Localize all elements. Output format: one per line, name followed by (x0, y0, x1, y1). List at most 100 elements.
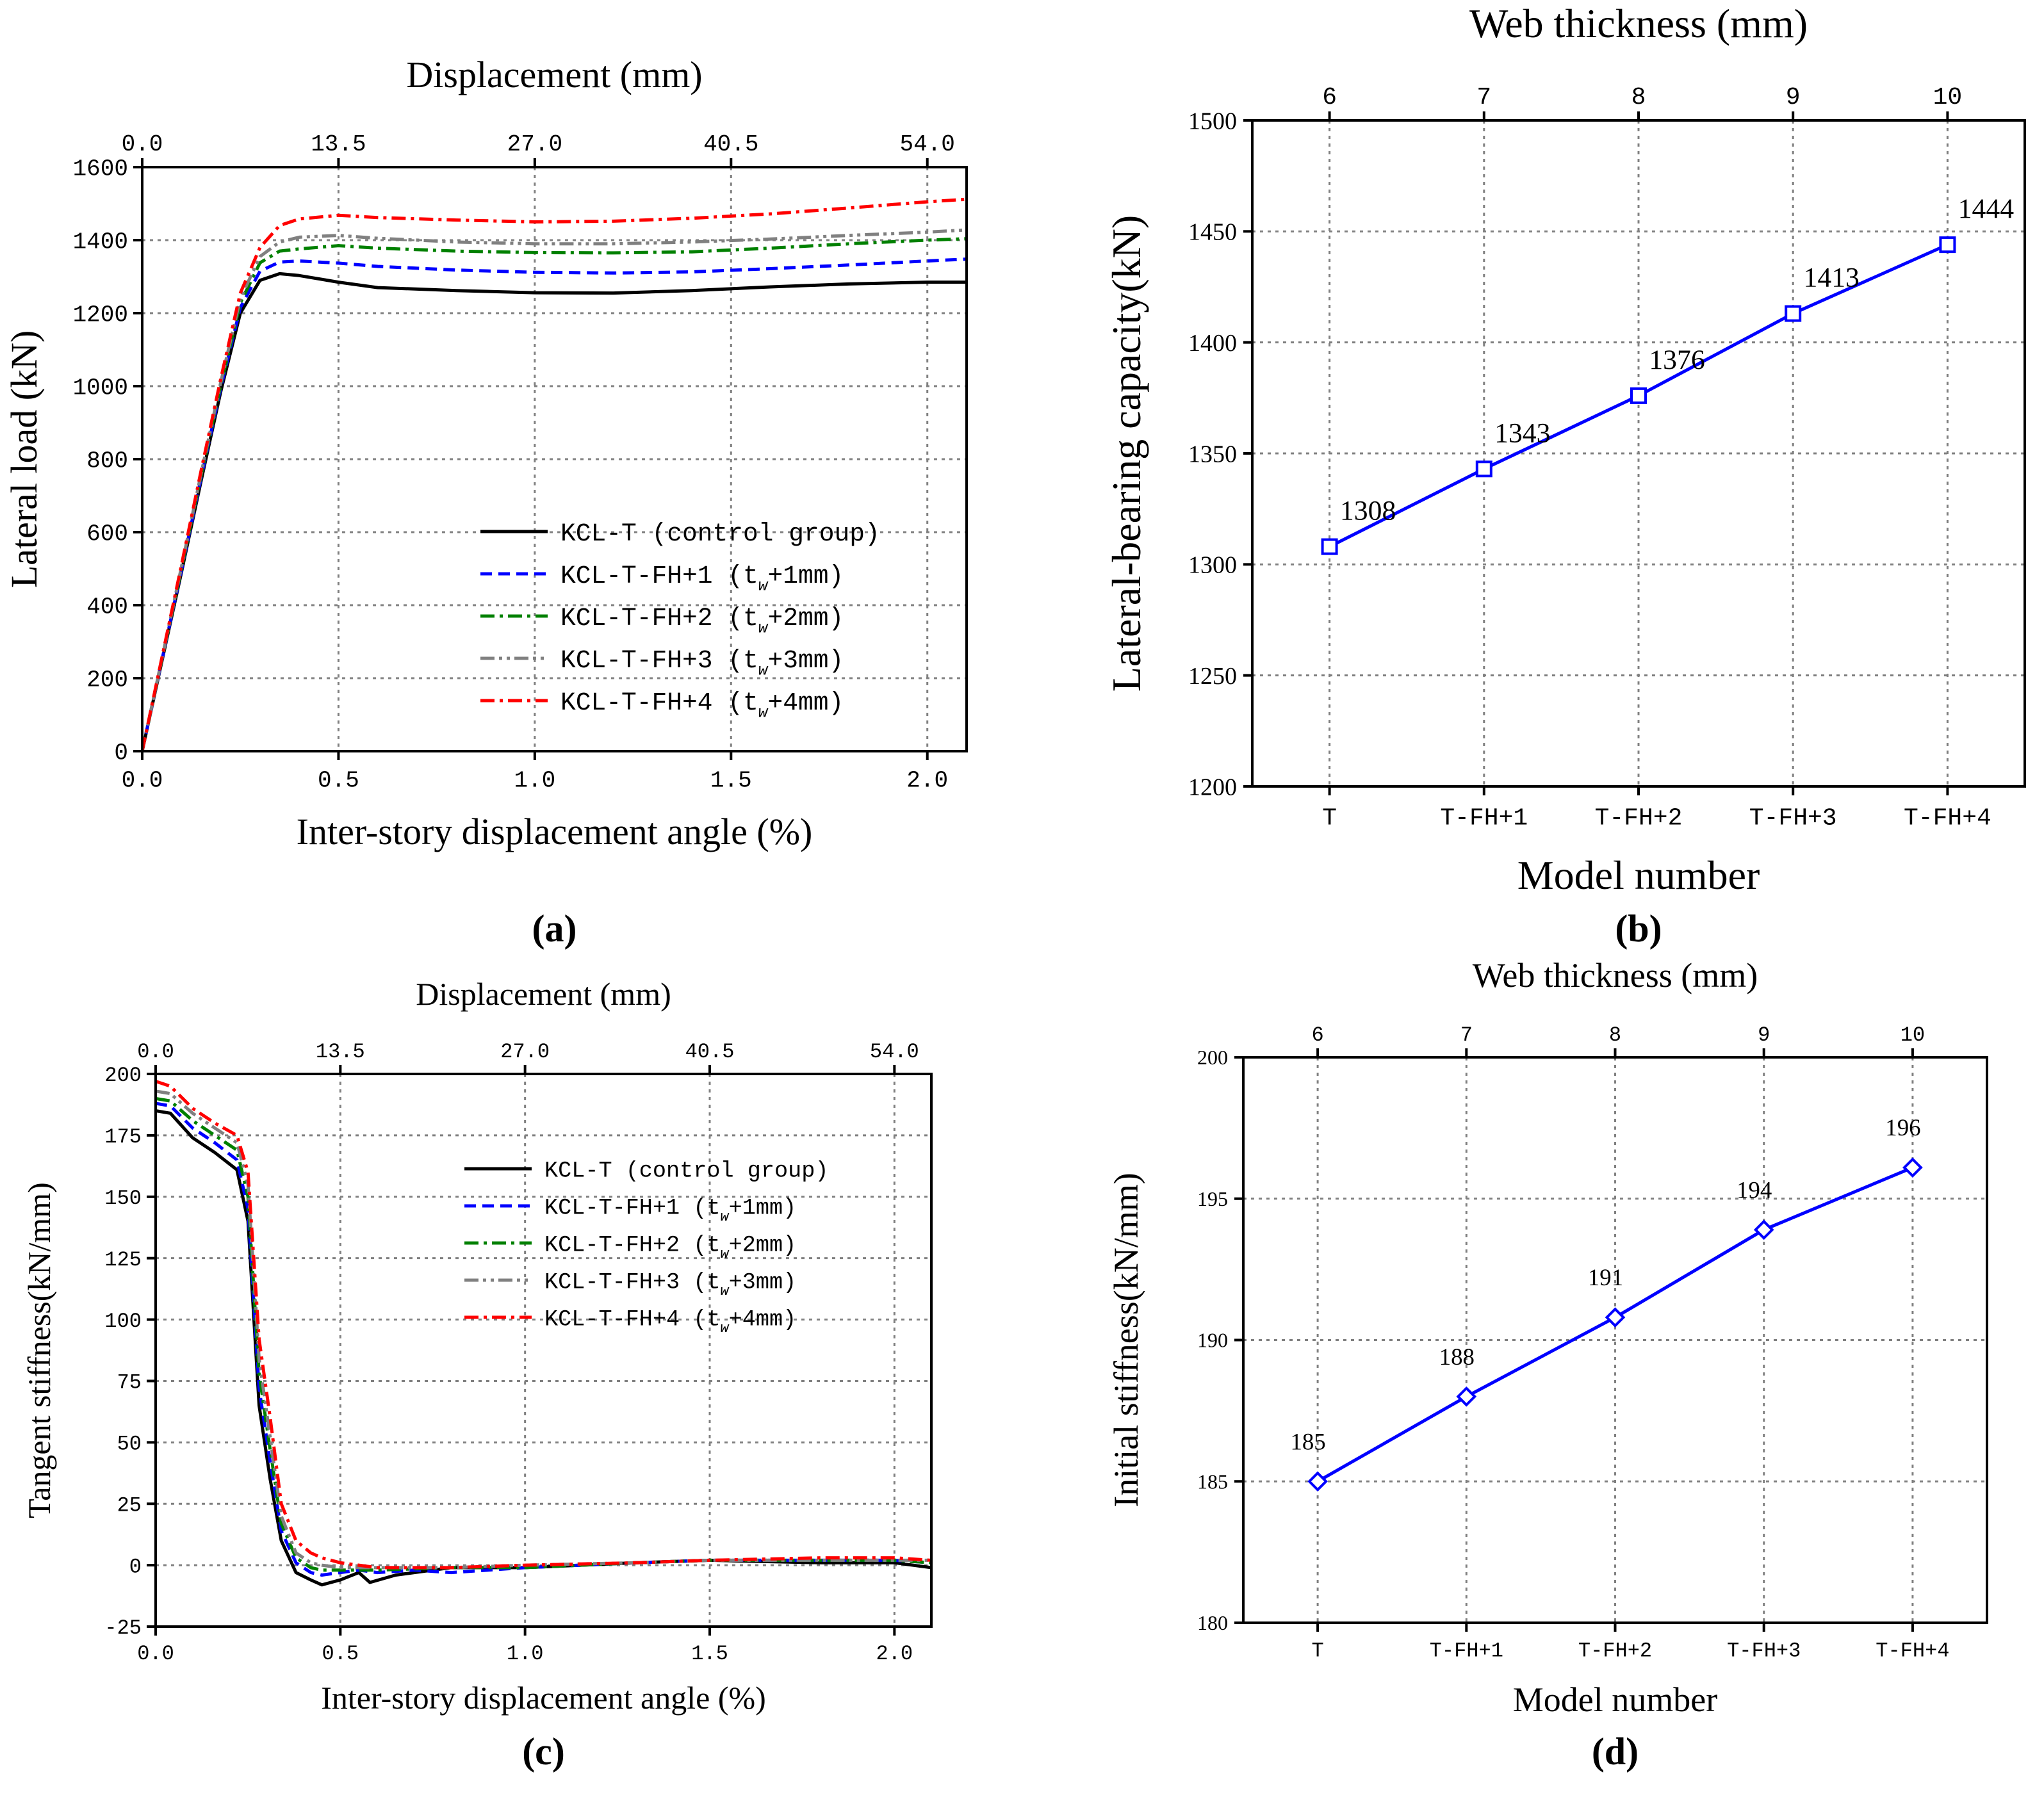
legend-entry-2: KCL-T-FH+2 (tw+2mm) (560, 604, 844, 638)
top-axis-title: Displacement (mm) (406, 54, 702, 95)
x-axis-title: Inter-story displacement angle (%) (297, 811, 813, 852)
data-label: 1308 (1340, 496, 1396, 526)
legend-entry-main: KCL-T-FH+4 (t (544, 1306, 721, 1332)
x-tick-label: T-FH+4 (1904, 805, 1991, 833)
top-tick-label: 0.0 (122, 131, 163, 158)
y-axis-title: Lateral load (kN) (3, 330, 45, 589)
data-label: 1444 (1958, 193, 2015, 224)
top-tick-label: 0.0 (137, 1040, 174, 1064)
y-tick-label: 0 (114, 740, 128, 767)
data-point-marker (1630, 387, 1647, 404)
series-line-4 (155, 1080, 932, 1570)
panel-c-tangent-stiffness-chart: 0.0 0.5 1.0 1.5 2.0 -25 0 25 50 75 100 125 150 175 200… (21, 976, 933, 1773)
data-point-marker (1939, 236, 1956, 254)
data-point-marker (1605, 1307, 1626, 1328)
legend-entry-subscript: w (758, 621, 769, 638)
y-tick-label: 1200 (73, 302, 128, 329)
data-label: 191 (1588, 1264, 1623, 1290)
x-tick-label: T-FH+2 (1578, 1639, 1652, 1662)
x-axis-title: Model number (1517, 852, 1760, 898)
legend-entry-tail: +1mm) (768, 562, 844, 590)
y-tick-label: 200 (1197, 1046, 1228, 1069)
top-tick-label: 6 (1311, 1023, 1323, 1047)
top-tick-label: 7 (1476, 84, 1491, 111)
top-tick-label: 8 (1609, 1023, 1621, 1047)
top-tick-label: 40.5 (685, 1040, 735, 1064)
x-tick-label: T (1311, 1639, 1323, 1662)
legend-entry-main: KCL-T-FH+3 (t (544, 1269, 721, 1295)
x-axis-title: Inter-story displacement angle (%) (321, 1680, 766, 1716)
top-axis-title: Web thickness (mm) (1469, 1, 1808, 46)
legend-entry-tail: +3mm) (729, 1269, 797, 1295)
x-tick-label: T-FH+1 (1430, 1639, 1503, 1662)
y-axis-title: Lateral-bearing capacity(kN) (1104, 215, 1149, 692)
top-tick-label: 9 (1786, 84, 1801, 111)
legend-entry-tail: +4mm) (768, 688, 844, 717)
data-point-marker (1785, 305, 1802, 322)
x-tick-label: T-FH+1 (1440, 805, 1528, 833)
top-tick-label: 54.0 (870, 1040, 919, 1064)
data-label: 188 (1439, 1344, 1475, 1370)
top-tick-label: 13.5 (311, 131, 366, 158)
data-label: 1413 (1804, 263, 1860, 293)
y-tick-label: 600 (86, 521, 128, 548)
data-label: 1343 (1494, 418, 1550, 448)
x-tick-label: T-FH+2 (1595, 805, 1683, 833)
top-tick-label: 10 (1901, 1023, 1925, 1047)
legend-entry-tail: +2mm) (729, 1232, 797, 1258)
y-tick-label: 0 (129, 1555, 142, 1579)
y-tick-label: 190 (1197, 1329, 1228, 1352)
y-tick-label: 1500 (1188, 108, 1237, 134)
top-tick-label: 54.0 (900, 131, 955, 158)
x-tick-label: 2.0 (876, 1642, 913, 1666)
legend-entry-main: KCL-T-FH+1 (t (544, 1195, 721, 1221)
y-tick-label: 1200 (1188, 774, 1237, 800)
y-tick-label: 75 (117, 1371, 142, 1395)
legend-entry-subscript: w (758, 705, 769, 722)
data-point-marker (1307, 1471, 1328, 1492)
data-label: 194 (1737, 1176, 1772, 1203)
data-point-marker (1753, 1219, 1774, 1240)
x-tick-label: T-FH+4 (1876, 1639, 1949, 1662)
legend-entry-subscript: w (721, 1246, 730, 1262)
panel-d-initial-stiffness-chart: 185 188 191 194 196 T 6 T-FH+1 7 T-FH+2 8 T-FH+3 9 T-… (1107, 956, 1988, 1773)
y-axis-title: Initial stiffness(kN/mm) (1107, 1173, 1145, 1507)
y-tick-label: 1400 (73, 229, 128, 256)
panel-caption: (b) (1615, 907, 1662, 950)
x-tick-label: 0.5 (322, 1642, 359, 1666)
data-point-marker (1902, 1157, 1923, 1178)
y-tick-label: -25 (104, 1616, 142, 1640)
legend-entry-1: KCL-T-FH+1 (tw+1mm) (544, 1195, 796, 1225)
y-tick-label: 185 (1197, 1470, 1228, 1493)
x-tick-label: T (1322, 805, 1337, 833)
legend-entry-main: KCL-T-FH+3 (t (560, 646, 758, 675)
y-tick-label: 1350 (1188, 441, 1237, 467)
legend-entry-4: KCL-T-FH+4 (tw+4mm) (560, 688, 844, 722)
y-tick-label: 400 (86, 594, 128, 621)
top-tick-label: 7 (1460, 1023, 1473, 1047)
y-tick-label: 1250 (1188, 663, 1237, 690)
data-label: 185 (1290, 1428, 1325, 1454)
x-tick-label: 0.0 (122, 767, 163, 793)
top-tick-label: 40.5 (703, 131, 758, 158)
top-tick-label: 27.0 (500, 1040, 550, 1064)
legend-entry-subscript: w (758, 578, 769, 596)
y-tick-label: 25 (117, 1493, 142, 1517)
legend-entry-tail: +3mm) (768, 646, 844, 675)
panel-caption: (d) (1592, 1730, 1639, 1773)
x-tick-label: 1.5 (710, 767, 752, 793)
y-tick-label: 125 (104, 1248, 142, 1272)
y-tick-label: 175 (104, 1125, 142, 1149)
legend-entry-4: KCL-T-FH+4 (tw+4mm) (544, 1306, 796, 1337)
x-tick-label: 1.5 (691, 1642, 728, 1666)
y-tick-label: 50 (117, 1433, 142, 1456)
y-tick-label: 100 (104, 1310, 142, 1333)
y-tick-label: 1600 (73, 156, 128, 183)
y-tick-label: 150 (104, 1187, 142, 1210)
legend-entry-1: KCL-T-FH+1 (tw+1mm) (560, 562, 844, 596)
y-tick-label: 1400 (1188, 330, 1237, 357)
panel-caption: (a) (532, 907, 577, 950)
x-tick-label: T-FH+3 (1749, 805, 1837, 833)
data-point-marker (1321, 538, 1338, 555)
